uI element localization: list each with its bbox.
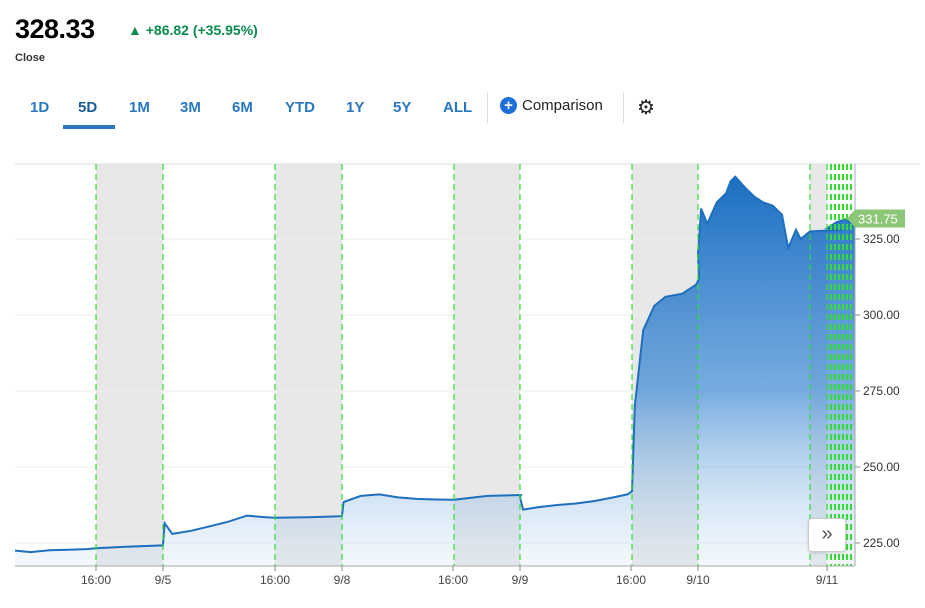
after-hours-shade (96, 164, 163, 566)
last-price: 328.33 (15, 14, 95, 44)
comparison-label: Comparison (522, 97, 603, 114)
active-tab-indicator (63, 125, 115, 129)
double-chevron-right-icon: » (821, 523, 833, 545)
x-tick-label: 9/9 (512, 573, 529, 587)
y-tick-label: 300.00 (863, 308, 900, 322)
plus-circle-icon: + (500, 97, 517, 114)
last-price-tag (847, 209, 905, 228)
tab-5d[interactable]: 5D (78, 99, 98, 116)
price-line (15, 175, 856, 554)
comparison-button[interactable]: + Comparison (500, 97, 603, 114)
tab-5y[interactable]: 5Y (393, 99, 412, 116)
x-tick-label: 16:00 (438, 573, 468, 587)
x-tick-label: 16:00 (616, 573, 646, 587)
scroll-forward-button[interactable]: » (808, 518, 846, 552)
tab-ytd[interactable]: YTD (285, 99, 315, 116)
tab-6m[interactable]: 6M (232, 99, 253, 116)
gear-icon[interactable]: ⚙ (637, 97, 655, 119)
after-hours-shade (275, 164, 342, 566)
last-price-label: 331.75 (858, 211, 898, 226)
tab-3m[interactable]: 3M (180, 99, 201, 116)
price-area (15, 176, 856, 566)
x-tick-label: 9/10 (686, 573, 710, 587)
x-tick-label: 9/11 (816, 573, 839, 587)
x-tick-label: 16:00 (260, 573, 290, 587)
y-tick-label: 225.00 (863, 536, 900, 550)
market-status: Close (15, 52, 45, 64)
y-tick-label: 275.00 (863, 384, 900, 398)
x-tick-label: 16:00 (81, 573, 111, 587)
tab-1m[interactable]: 1M (129, 99, 150, 116)
x-tick-label: 9/8 (334, 573, 351, 587)
tab-1d[interactable]: 1D (30, 99, 50, 116)
x-tick-label: 9/5 (155, 573, 172, 587)
tab-all[interactable]: ALL (443, 99, 473, 116)
y-tick-label: 250.00 (863, 460, 900, 474)
price-change: ▲ +86.82 (+35.95%) (128, 22, 258, 38)
divider (623, 92, 624, 123)
tab-1y[interactable]: 1Y (346, 99, 365, 116)
divider (487, 92, 488, 123)
y-tick-label: 325.00 (863, 232, 900, 246)
